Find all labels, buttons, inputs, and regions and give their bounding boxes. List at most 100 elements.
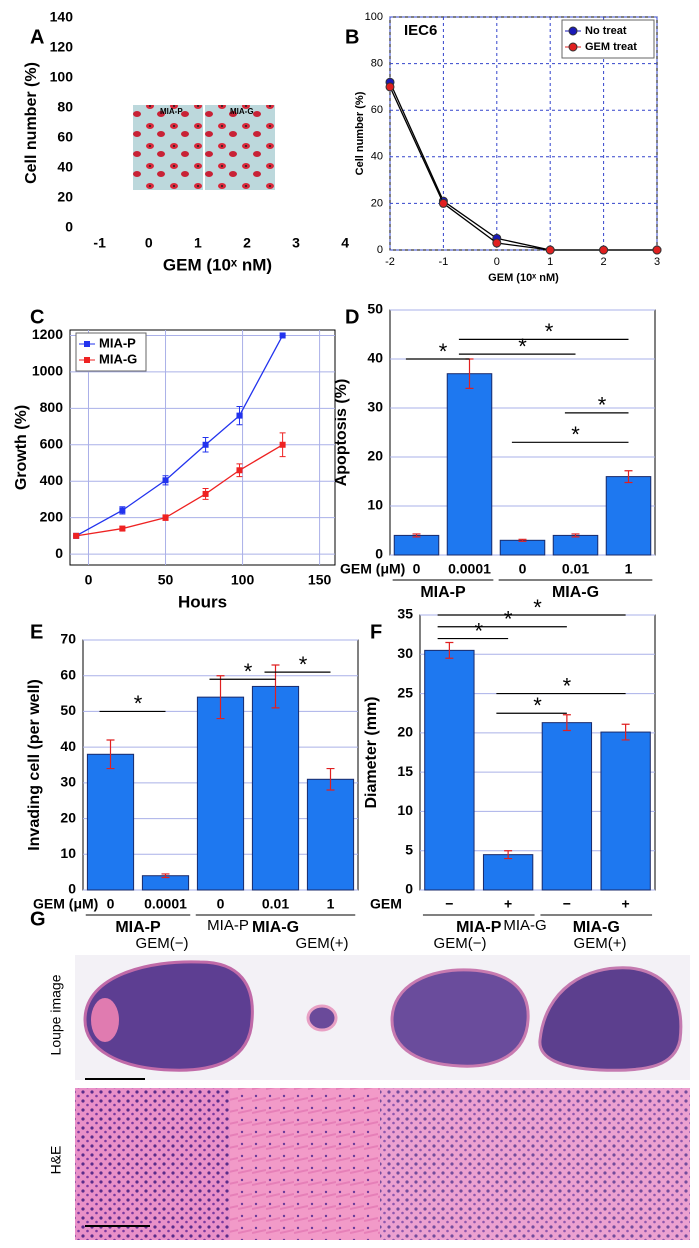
bar [552, 534, 599, 556]
x-tick-label: -1 [93, 235, 106, 251]
group-label: MIA-P [456, 919, 502, 936]
point [202, 441, 209, 448]
y-tick-label: 0 [375, 546, 383, 562]
legend-marker [568, 42, 578, 52]
category-label: 0.0001 [448, 561, 491, 577]
legend-frame [561, 19, 655, 59]
y-axis-title: Cell number (%) [23, 62, 40, 184]
y-tick-label: 0 [377, 244, 383, 256]
plot-frame [69, 329, 336, 566]
y-tick-label: 80 [57, 99, 73, 115]
x-tick-label: 150 [308, 572, 332, 588]
y-tick-label: 60 [371, 104, 383, 116]
y-tick-label: 35 [397, 606, 413, 622]
point [162, 514, 169, 521]
y-tick-label: 30 [397, 645, 413, 661]
point [119, 525, 126, 532]
y-tick-label: 20 [57, 189, 73, 205]
x-tick-label: 3 [654, 256, 660, 268]
group-label: MIA-P [115, 919, 161, 936]
x-axis-title: GEM (10ˣ nM) [488, 272, 559, 284]
legend-label: MIA-G [99, 351, 137, 366]
legend-label: MIA-P [99, 335, 136, 350]
y-tick-label: 15 [397, 763, 413, 779]
y-tick-label: 20 [367, 448, 383, 464]
series-line [389, 81, 657, 251]
y-tick-label: 0 [55, 545, 63, 561]
group-label: MIA-G [552, 584, 599, 601]
x-tick-label: 50 [158, 572, 174, 588]
histology-image [380, 1088, 690, 1240]
y-tick-label: 40 [57, 159, 73, 175]
category-label: 1 [625, 561, 633, 577]
bar [541, 722, 593, 891]
group-label: MIA-P [420, 584, 466, 601]
x-tick-label: 4 [341, 235, 349, 251]
y-tick-label: 20 [397, 724, 413, 740]
category-label: − [445, 896, 453, 912]
significance-label: * [439, 339, 448, 364]
panel-label: E [30, 621, 43, 643]
y-tick-label: 100 [50, 69, 74, 85]
legend-marker [84, 357, 90, 363]
category-label: 0 [413, 561, 421, 577]
error-bar [445, 641, 454, 659]
y-tick-label: 100 [365, 11, 383, 23]
legend-label: No treat [585, 25, 627, 37]
row-label: H&E [48, 1146, 64, 1175]
bar [605, 476, 652, 556]
significance-label: * [474, 618, 483, 643]
error-bar [161, 873, 170, 879]
x-axis-title: Hours [178, 592, 227, 611]
y-axis-title: Growth (%) [13, 405, 30, 490]
chart: D 0 10 20 30 40 50 Apoptosis (%) 0 0.0001 0 0.01 1 GE… [333, 301, 656, 601]
point [599, 245, 609, 255]
group-label: MIA-G [252, 919, 299, 936]
chart: B 0 20 40 60 80 100 -2 -1 0 1 2 3 Cell number (%) GEM … [345, 11, 662, 284]
panel-label: C [30, 306, 44, 328]
y-tick-label: 40 [371, 151, 383, 163]
y-tick-label: 60 [57, 129, 73, 145]
y-tick-label: 140 [50, 9, 74, 25]
point [385, 82, 395, 92]
histology-image [230, 1088, 380, 1240]
tumor-image [91, 998, 119, 1042]
column-label: GEM(+) [296, 935, 349, 952]
category-label: 0 [107, 896, 115, 912]
significance-label: * [598, 393, 607, 418]
y-tick-label: 0 [68, 881, 76, 897]
y-tick-label: 5 [405, 841, 413, 857]
error-bar [562, 714, 571, 732]
y-tick-label: 1200 [32, 326, 63, 342]
error-bar [326, 767, 335, 791]
tumor-image [390, 968, 530, 1068]
y-axis-title: Cell number (%) [354, 91, 366, 175]
series-line [389, 86, 657, 251]
bar [393, 534, 440, 556]
error-bar [106, 739, 115, 770]
point [73, 532, 80, 539]
category-label: − [563, 896, 571, 912]
error-bar [624, 470, 633, 484]
y-tick-label: 10 [367, 497, 383, 513]
panel-label: A [30, 26, 44, 48]
significance-label: * [533, 595, 542, 620]
bar [196, 696, 245, 891]
category-label: 0.01 [562, 561, 589, 577]
y-axis-title: Invading cell (per well) [26, 679, 43, 851]
significance-label: * [299, 652, 308, 677]
significance-label: * [545, 319, 554, 344]
category-label: 0.01 [262, 896, 289, 912]
legend-marker [84, 341, 90, 347]
x-tick-label: 2 [243, 235, 251, 251]
y-tick-label: 40 [367, 350, 383, 366]
y-tick-label: 120 [50, 39, 74, 55]
y-tick-label: 20 [371, 197, 383, 209]
point [236, 467, 243, 474]
inset-label: MIA-P [160, 107, 183, 116]
column-label: GEM(−) [136, 935, 189, 952]
x-tick-label: 100 [231, 572, 255, 588]
point [162, 477, 169, 484]
category-label: 0 [519, 561, 527, 577]
